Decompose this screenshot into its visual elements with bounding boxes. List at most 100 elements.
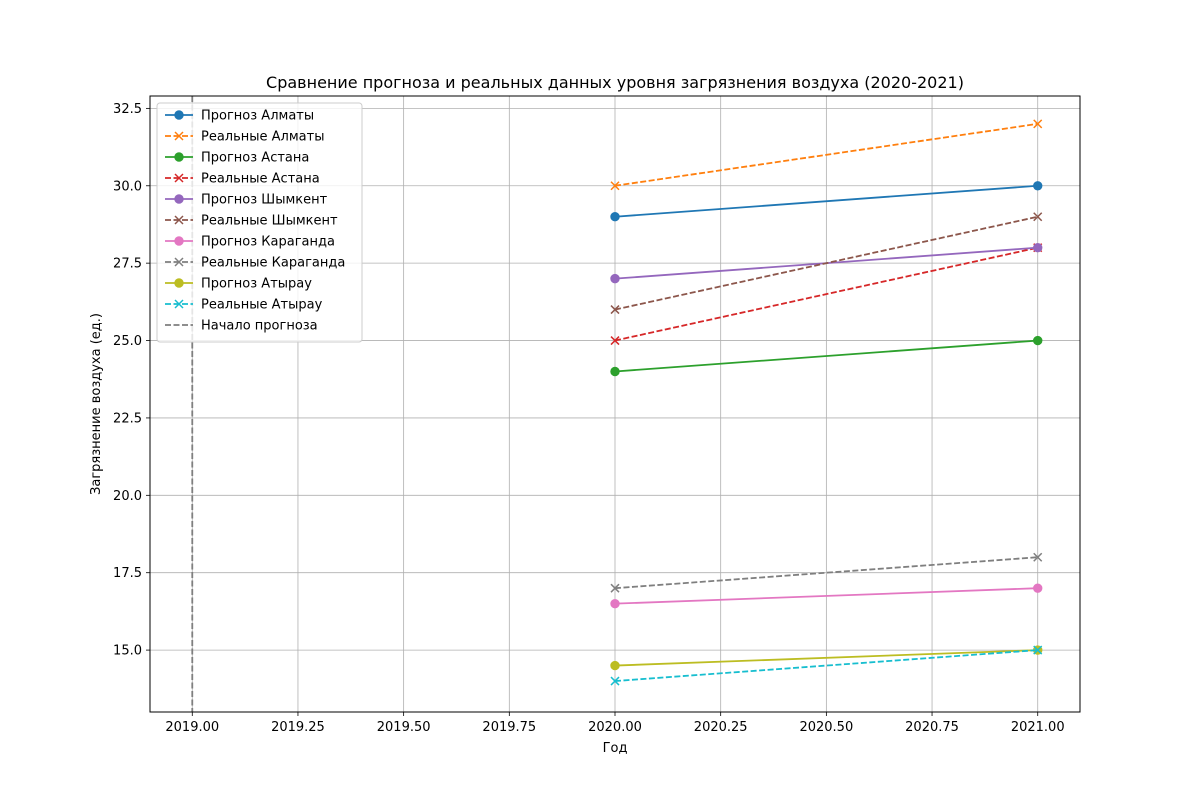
- marker-stroke: [1033, 212, 1043, 222]
- x-axis-label: Год: [603, 741, 628, 756]
- legend-label: Реальные Астана: [201, 172, 320, 187]
- marker-stroke: [1033, 645, 1043, 655]
- series-line: [614, 184, 1038, 218]
- legend-entry: Прогноз Шымкент: [165, 193, 328, 208]
- marker-stroke: [610, 181, 620, 191]
- legend-label: Прогноз Шымкент: [201, 193, 328, 208]
- legend-marker: [174, 299, 184, 309]
- legend-label: Прогноз Атырау: [201, 277, 312, 292]
- data-point: [610, 366, 620, 377]
- chart-title: Сравнение прогноза и реальных данных уро…: [266, 73, 964, 92]
- y-tick-label: 15.0: [113, 644, 142, 659]
- marker-stroke: [174, 215, 184, 225]
- data-point: [610, 273, 620, 284]
- x-tick-label: 2020.75: [905, 720, 959, 735]
- legend-label: Реальные Шымкент: [201, 214, 338, 229]
- marker-stroke: [1033, 552, 1043, 562]
- series-5: [610, 212, 1043, 315]
- data-point: [1033, 583, 1043, 593]
- legend-marker: [174, 110, 184, 120]
- x-tick-label: 2019.25: [271, 720, 325, 735]
- marker-stroke: [610, 583, 620, 593]
- x-tick-label: 2020.00: [588, 720, 642, 735]
- legend-label: Реальные Караганда: [201, 256, 345, 271]
- series-1: [610, 119, 1043, 191]
- marker-stroke: [1033, 119, 1043, 129]
- marker-stroke: [174, 299, 184, 309]
- series-9: [610, 645, 1043, 686]
- marker-stroke: [174, 173, 184, 183]
- data-point: [610, 181, 620, 191]
- series-line: [614, 587, 1038, 605]
- series-7: [610, 552, 1043, 593]
- legend-label: Прогноз Астана: [201, 151, 309, 166]
- marker-stroke: [174, 131, 184, 141]
- legend-label: Начало прогноза: [201, 319, 318, 334]
- data-point: [610, 305, 620, 315]
- legend-entry: Реальные Караганда: [165, 256, 345, 271]
- x-tick-label: 2020.50: [799, 720, 853, 735]
- series-layer: [191, 96, 1043, 712]
- series-line: [614, 215, 1038, 311]
- legend-entry: Прогноз Караганда: [165, 235, 335, 250]
- marker-stroke: [174, 257, 184, 267]
- legend-label: Реальные Алматы: [201, 130, 324, 145]
- data-point: [1033, 242, 1043, 253]
- legend-entry: Прогноз Атырау: [165, 277, 312, 292]
- legend-marker: [174, 152, 184, 162]
- y-tick-label: 25.0: [113, 334, 142, 349]
- legend-box: [156, 102, 363, 343]
- marker-stroke: [610, 336, 620, 346]
- series-6: [610, 583, 1043, 609]
- data-point: [1033, 119, 1043, 129]
- y-axis-label: Загрязнение воздуха (ед.): [89, 313, 104, 495]
- x-tick-label: 2019.50: [377, 720, 431, 735]
- data-point: [1033, 212, 1043, 222]
- legend-marker: [174, 215, 184, 225]
- legend-entry: Прогноз Астана: [165, 151, 309, 166]
- data-point: [1033, 645, 1043, 655]
- legend-marker: [174, 278, 184, 288]
- y-tick-label: 22.5: [113, 411, 142, 426]
- legend: Прогноз Алматы Реальные Алматы Прогноз Аст…: [156, 102, 363, 343]
- series-0: [610, 181, 1043, 222]
- legend-entry: Реальные Алматы: [165, 130, 324, 145]
- y-tick-label: 32.5: [113, 102, 142, 117]
- legend-label: Прогноз Караганда: [201, 235, 335, 250]
- series-line: [614, 649, 1038, 682]
- y-tick-label: 30.0: [113, 179, 142, 194]
- data-point: [610, 583, 620, 593]
- plot-frame: [149, 95, 1081, 713]
- y-tick-label: 20.0: [113, 489, 142, 504]
- legend-label: Реальные Атырау: [201, 298, 323, 313]
- marker-stroke: [610, 676, 620, 686]
- legend-marker: [174, 257, 184, 267]
- legend-entry: Начало прогноза: [165, 319, 318, 334]
- legend-marker: [174, 236, 184, 246]
- x-tick-label: 2020.25: [694, 720, 748, 735]
- legend-entry: Прогноз Алматы: [165, 109, 314, 124]
- x-tick-label: 2019.00: [165, 720, 219, 735]
- marker-stroke: [610, 305, 620, 315]
- x-tick-label: 2021.00: [1011, 720, 1065, 735]
- data-point: [610, 212, 620, 222]
- x-tick-label: 2019.75: [482, 720, 536, 735]
- legend-entry: Реальные Шымкент: [165, 214, 338, 229]
- legend-marker: [174, 131, 184, 141]
- y-axis-ticks: 15.0 17.5 20.0 22.5 25.0 27.5 30.0 32.5: [113, 102, 150, 659]
- data-point: [1033, 552, 1043, 562]
- series-line: [614, 649, 1038, 667]
- data-point: [610, 676, 620, 686]
- series-line: [614, 246, 1038, 342]
- y-tick-label: 17.5: [113, 566, 142, 581]
- legend-marker: [174, 194, 184, 204]
- legend-label: Прогноз Алматы: [201, 109, 314, 124]
- legend-entry: Реальные Астана: [165, 172, 320, 187]
- x-axis-ticks: 2019.00 2019.25 2019.50 2019.75 2020.00 2020.…: [165, 712, 1065, 735]
- series-line: [614, 556, 1038, 590]
- data-point: [1033, 335, 1043, 346]
- legend-entry: Реальные Атырау: [165, 298, 323, 313]
- data-point: [610, 598, 620, 609]
